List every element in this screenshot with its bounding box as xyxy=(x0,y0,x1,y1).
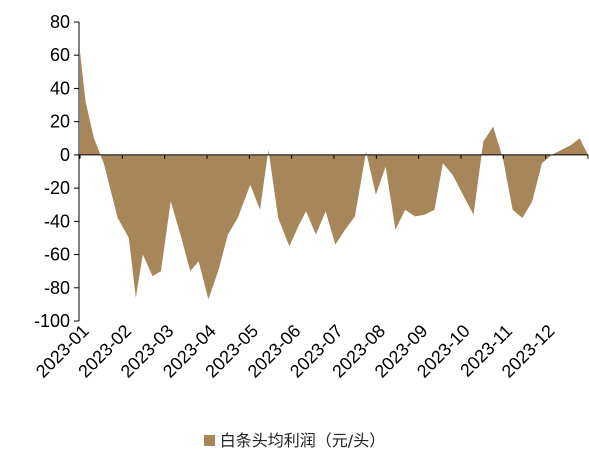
profit-area-series xyxy=(80,51,588,300)
legend-swatch xyxy=(203,435,215,446)
legend-label: 白条头均利润（元/头） xyxy=(219,431,386,450)
y-tick-label: -60 xyxy=(44,245,70,265)
y-tick-label: 40 xyxy=(50,78,70,98)
y-tick-label: 0 xyxy=(60,145,70,165)
y-tick-label: -40 xyxy=(44,211,70,231)
y-tick-label: 20 xyxy=(50,112,70,132)
y-tick-label: 80 xyxy=(50,12,70,32)
y-tick-label: 60 xyxy=(50,45,70,65)
y-tick-label: -100 xyxy=(34,311,70,331)
y-axis: 80 60 40 20 0 -20 -40 -60 -80 -100 xyxy=(34,12,80,331)
y-tick-label: -20 xyxy=(44,178,70,198)
legend: 白条头均利润（元/头） xyxy=(0,427,589,451)
y-tick-label: -80 xyxy=(44,278,70,298)
